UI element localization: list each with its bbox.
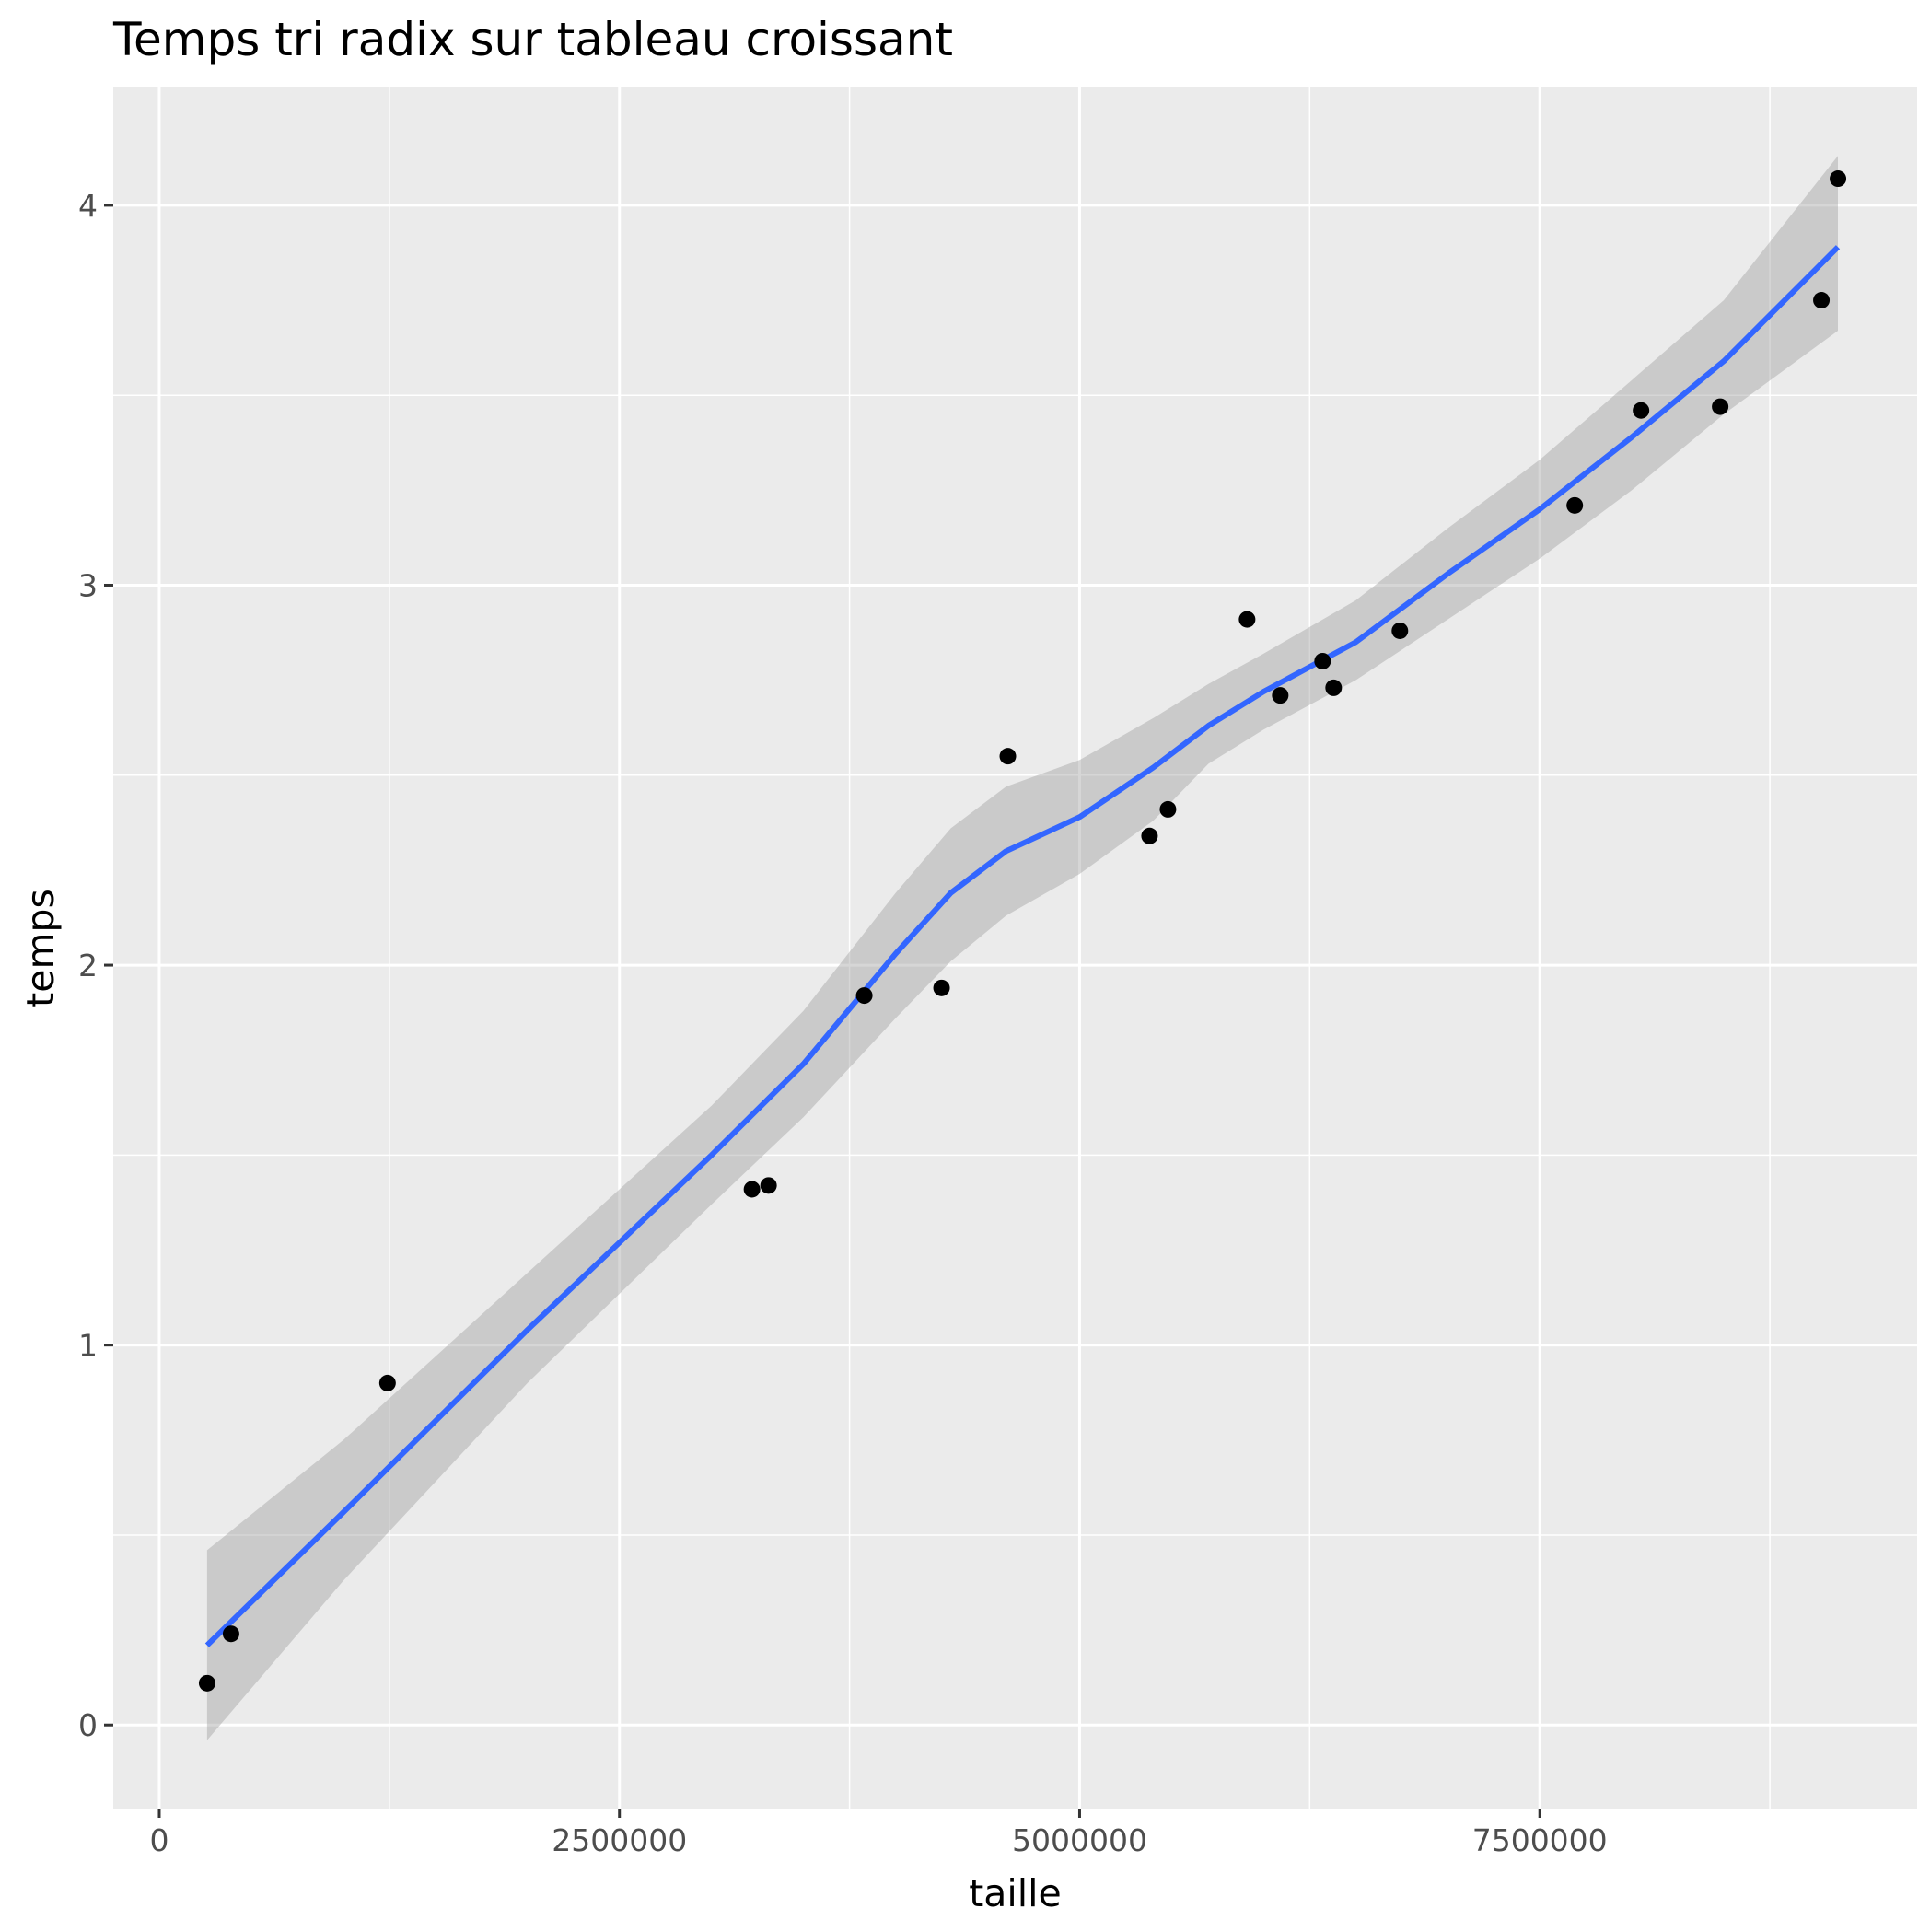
data-point <box>222 1625 239 1643</box>
data-point <box>743 1181 761 1198</box>
data-point <box>1813 292 1831 309</box>
data-point <box>1141 827 1158 844</box>
data-point <box>1314 653 1331 669</box>
y-tick-label: 1 <box>78 1328 98 1364</box>
y-tick-label: 3 <box>78 567 98 603</box>
data-point <box>855 987 873 1005</box>
data-point <box>1566 496 1584 514</box>
x-tick-label: 0 <box>149 1822 169 1858</box>
data-point <box>1830 170 1847 188</box>
data-point <box>1272 687 1289 704</box>
y-axis-ticks: 0 1 2 3 4 <box>78 188 113 1743</box>
y-axis-title: temps <box>18 889 63 1007</box>
smooth-line <box>204 245 1841 1647</box>
data-point <box>1325 679 1343 696</box>
data-point <box>1712 398 1729 415</box>
x-tick-label: 7500000 <box>1472 1822 1608 1858</box>
y-tick-label: 2 <box>78 948 98 983</box>
data-point <box>1391 622 1409 639</box>
data-point <box>933 979 950 996</box>
data-point <box>378 1374 396 1391</box>
data-point <box>198 1674 215 1692</box>
major-grid <box>113 87 1917 1809</box>
plot-panel <box>113 87 1917 1809</box>
x-axis-title: taille <box>969 1871 1062 1915</box>
data-point <box>760 1177 777 1194</box>
data-point <box>1238 611 1256 628</box>
x-tick-label: 2500000 <box>552 1822 687 1858</box>
y-tick-label: 4 <box>78 188 98 224</box>
confidence-band <box>206 156 1838 1740</box>
minor-grid <box>113 87 1917 1809</box>
data-point <box>999 748 1017 765</box>
y-tick-label: 0 <box>78 1707 98 1743</box>
data-point <box>1159 800 1177 818</box>
chart-title: Temps tri radix sur tableau croissant <box>112 13 953 66</box>
data-points <box>198 170 1847 1692</box>
x-tick-label: 5000000 <box>1012 1822 1147 1858</box>
data-point <box>1633 402 1650 419</box>
x-axis-ticks: 0 2500000 5000000 7500000 <box>149 1809 1608 1858</box>
